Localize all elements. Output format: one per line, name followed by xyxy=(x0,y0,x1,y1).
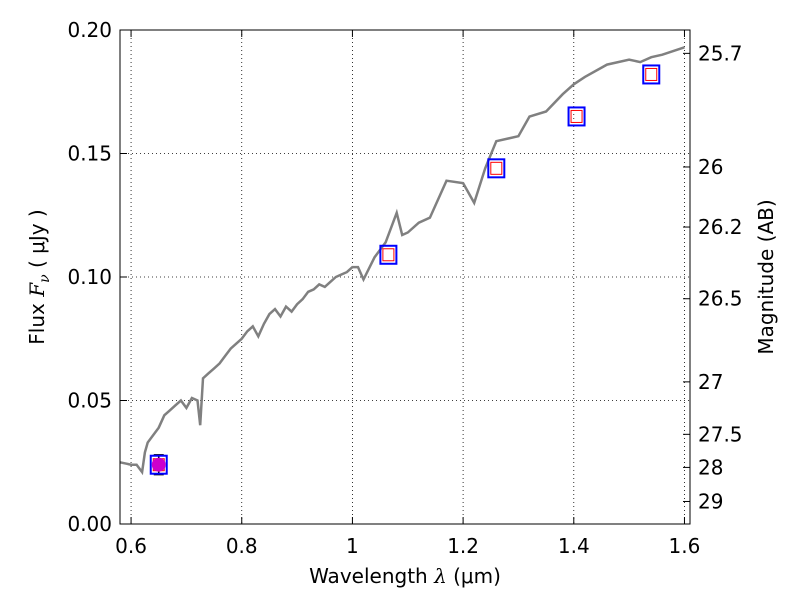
x-tick-label: 1.2 xyxy=(447,534,479,558)
y2-tick-label: 25.7 xyxy=(698,41,743,65)
x-tick-label: 0.6 xyxy=(115,534,147,558)
y-tick-label: 0.20 xyxy=(67,18,112,42)
y2-tick-label: 26 xyxy=(698,155,723,179)
grid xyxy=(120,29,690,525)
y-tick-labels: 0.00 0.05 0.10 0.15 0.20 xyxy=(67,18,112,536)
x-tick-label: 1 xyxy=(346,534,359,558)
photometry-point xyxy=(642,64,661,85)
y2-axis-label: Magnitude (AB) xyxy=(754,199,778,354)
y-tick-label: 0.00 xyxy=(67,512,112,536)
inner-square-marker xyxy=(382,248,395,262)
x-tick-label: 0.8 xyxy=(226,534,258,558)
y-tick-label: 0.15 xyxy=(67,142,112,166)
y-axis-label: Flux Fν ( μJy ) xyxy=(25,209,53,344)
y2-tick-label: 26.5 xyxy=(698,287,743,311)
x-axis-label: Wavelength λ (μm) xyxy=(309,564,501,588)
x-tick-labels: 0.6 0.8 1 1.2 1.4 1.6 xyxy=(115,534,700,558)
photometry-point xyxy=(379,244,398,265)
outer-square-marker xyxy=(487,158,506,179)
photometry-point xyxy=(567,106,586,127)
y-tick-label: 0.05 xyxy=(67,389,112,413)
photometry-point xyxy=(487,158,506,179)
y2-tick-labels: 25.7 26 26.2 26.5 27 27.5 28 29 xyxy=(698,41,743,513)
photometry-points xyxy=(149,64,661,476)
outer-square-marker xyxy=(642,64,661,85)
y-tick-label: 0.10 xyxy=(67,265,112,289)
axis-ticks xyxy=(120,29,690,525)
outer-square-marker xyxy=(567,106,586,127)
inner-square-marker xyxy=(490,161,503,175)
model-spectrum xyxy=(119,46,685,476)
x-tick-label: 1.4 xyxy=(558,534,590,558)
outer-square-marker xyxy=(379,244,398,265)
y2-tick-label: 29 xyxy=(698,489,723,513)
outer-square-marker xyxy=(149,454,168,475)
y2-tick-label: 27.5 xyxy=(698,422,743,446)
inner-square-marker xyxy=(570,109,583,123)
y2-tick-label: 27 xyxy=(698,370,723,394)
model-spectrum-line xyxy=(119,46,685,476)
inner-square-marker xyxy=(645,67,658,81)
y2-tick-label: 26.2 xyxy=(698,215,743,239)
y2-tick-label: 28 xyxy=(698,455,723,479)
x-tick-label: 1.6 xyxy=(669,534,701,558)
detected-point-marker xyxy=(151,457,166,472)
